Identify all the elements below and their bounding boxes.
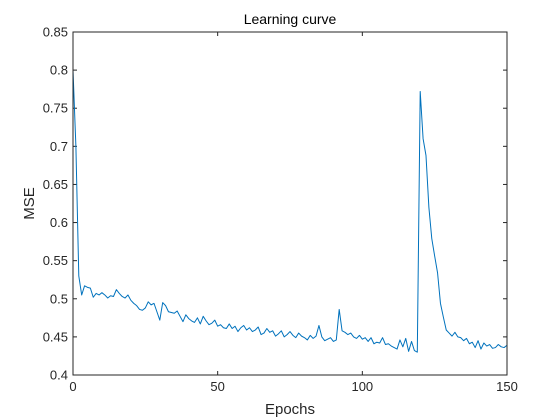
x-tick-label: 150 [496,379,518,394]
x-tick-label: 0 [69,379,76,394]
y-tick-label: 0.65 [43,177,68,192]
plot-frame [72,31,508,376]
y-tick-label: 0.8 [50,63,68,78]
y-axis-label: MSE [21,187,38,220]
x-axis-label: Epochs [265,401,315,418]
y-tick-label: 0.4 [50,368,68,383]
series-line [72,70,508,353]
x-tick-label: 50 [210,379,224,394]
y-tick-label: 0.85 [43,25,68,40]
y-tick-label: 0.6 [50,215,68,230]
y-tick-label: 0.45 [43,329,68,344]
y-tick-label: 0.7 [50,139,68,154]
y-tick-label: 0.5 [50,291,68,306]
chart-title: Learning curve [244,11,337,27]
plot-area [73,32,507,375]
x-tick-label: 100 [351,379,373,394]
y-tick-label: 0.75 [43,101,68,116]
y-tick-label: 0.55 [43,253,68,268]
